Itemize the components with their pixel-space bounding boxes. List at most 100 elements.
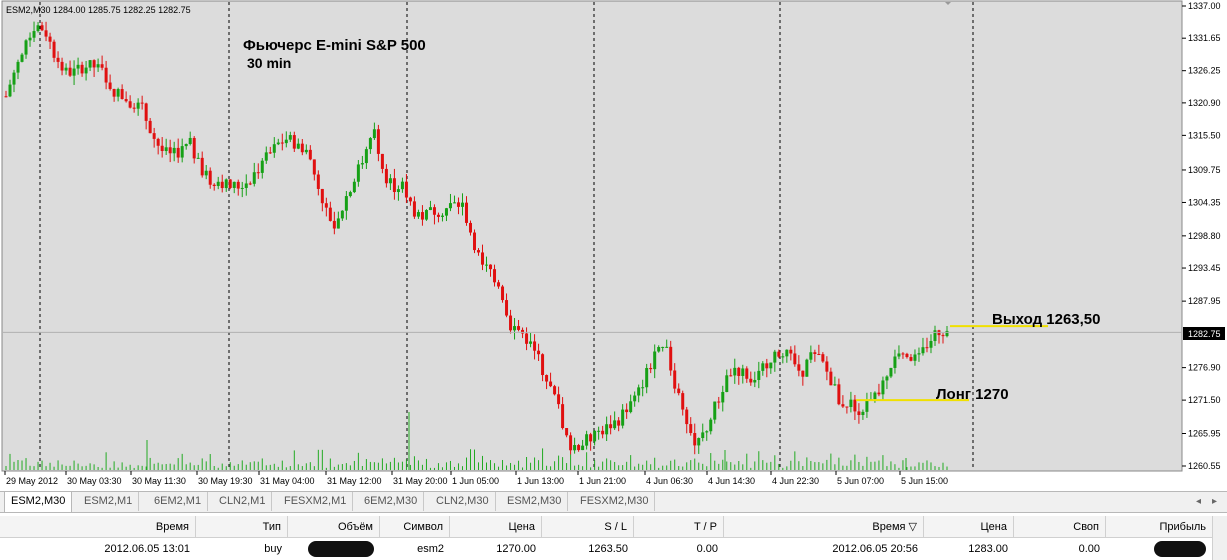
candle-body	[292, 135, 296, 149]
candle-body	[577, 445, 581, 451]
cell-tp: 0.00	[696, 543, 718, 555]
candle-body	[801, 370, 805, 377]
candle-body	[853, 399, 857, 412]
candle-body	[376, 129, 380, 154]
candle-body	[76, 64, 80, 69]
candle-body	[913, 354, 917, 361]
candle-body	[32, 31, 36, 38]
col-price-close[interactable]: Цена	[924, 516, 1014, 538]
candle-body	[404, 181, 408, 198]
candle-body	[545, 375, 549, 382]
candle-body	[20, 54, 24, 62]
col-symbol[interactable]: Символ	[380, 516, 450, 538]
tab-cln2-m1[interactable]: CLN2,M1	[213, 492, 273, 511]
tab-fesxm2-m1[interactable]: FESXM2,M1	[278, 492, 354, 511]
candle-body	[673, 370, 677, 389]
volume-bars	[5, 412, 948, 470]
candle-body	[553, 386, 557, 395]
col-time-open[interactable]: Время	[0, 516, 196, 538]
candle-body	[897, 353, 901, 357]
candle-body	[917, 353, 921, 355]
col-profit[interactable]: Прибыль	[1106, 516, 1213, 538]
candle-body	[224, 179, 228, 189]
tab-fesxm2-m30[interactable]: FESXM2,M30	[574, 492, 656, 511]
candle-body	[617, 420, 621, 426]
x-tick-label: 1 Jun 05:00	[452, 476, 499, 486]
candle-body	[829, 371, 833, 386]
candle-body	[204, 170, 208, 176]
candle-body	[633, 395, 637, 402]
candle-body	[533, 341, 537, 351]
col-type[interactable]: Тип	[196, 516, 288, 538]
col-tp[interactable]: T / P	[634, 516, 724, 538]
tab-esm2-m30-2[interactable]: ESM2,M30	[501, 492, 569, 511]
y-tick-label: 1326.25	[1188, 66, 1221, 76]
tab-scroll-right-icon[interactable]: ▸	[1212, 496, 1218, 507]
candle-body	[12, 72, 16, 85]
tab-cln2-m30[interactable]: CLN2,M30	[430, 492, 496, 511]
candle-body	[833, 384, 837, 386]
col-time-close[interactable]: Время ▽	[724, 516, 924, 538]
candle-body	[761, 363, 765, 371]
candle-body	[637, 387, 641, 396]
y-tick-label: 1315.50	[1188, 130, 1221, 140]
candle-body	[693, 433, 697, 446]
candle-body	[601, 430, 605, 435]
plot-area	[1, 0, 1183, 472]
candle-body	[312, 159, 316, 175]
col-volume[interactable]: Объём	[288, 516, 380, 538]
candle-body	[152, 133, 156, 139]
candle-body	[821, 354, 825, 362]
candle-body	[192, 137, 196, 159]
tab-6em2-m30[interactable]: 6EM2,M30	[358, 492, 425, 511]
candle-body	[432, 207, 436, 215]
candle-body	[713, 401, 717, 420]
x-tick-label: 4 Jun 22:30	[772, 476, 819, 486]
col-price-open[interactable]: Цена	[450, 516, 542, 538]
candle-body	[925, 347, 929, 349]
candle-body	[72, 68, 76, 76]
candle-body	[168, 147, 172, 154]
candle-body	[849, 399, 853, 408]
candle-body	[216, 181, 220, 186]
candle-body	[132, 107, 136, 109]
cell-swap: 0.00	[1078, 543, 1100, 555]
candle-body	[184, 144, 188, 147]
candle-body	[721, 391, 725, 403]
tab-6em2-m1[interactable]: 6EM2,M1	[148, 492, 209, 511]
tab-esm2-m30[interactable]: ESM2,M30	[4, 492, 73, 512]
candle-body	[777, 351, 781, 357]
candle-body	[276, 142, 280, 145]
tab-scroll-left-icon[interactable]: ◂	[1196, 496, 1202, 507]
col-sl[interactable]: S / L	[542, 516, 634, 538]
tab-esm2-m1[interactable]: ESM2,M1	[78, 492, 140, 511]
candle-body	[509, 315, 513, 331]
candle-body	[36, 25, 40, 32]
annotation-long: Лонг 1270	[936, 386, 1009, 403]
candle-body	[477, 250, 481, 253]
candle-body	[188, 137, 192, 145]
candle-body	[468, 222, 472, 233]
candle-body	[252, 172, 256, 184]
table-scrollbar[interactable]	[1212, 516, 1227, 560]
candle-body	[212, 184, 216, 186]
current-price-box	[1183, 327, 1225, 340]
candle-body	[424, 210, 428, 220]
x-tick-label: 5 Jun 07:00	[837, 476, 884, 486]
candle-body	[372, 129, 376, 139]
candle-body	[444, 208, 448, 216]
candle-body	[208, 170, 212, 185]
candle-body	[228, 179, 232, 188]
candle-body	[573, 445, 577, 451]
candle-body	[781, 356, 785, 358]
col-swap[interactable]: Своп	[1014, 516, 1106, 538]
candle-body	[889, 367, 893, 377]
candle-body	[733, 367, 737, 376]
x-tick-label: 30 May 03:30	[67, 476, 122, 486]
candle-body	[264, 152, 268, 161]
shift-marker-icon[interactable]	[945, 2, 951, 5]
candle-body	[729, 375, 733, 377]
x-tick-label: 31 May 04:00	[260, 476, 315, 486]
price-chart[interactable]: 1337.00 1331.65 1326.25 1320.90 1315.50 1309.…	[0, 0, 1227, 491]
candle-body	[641, 387, 645, 389]
